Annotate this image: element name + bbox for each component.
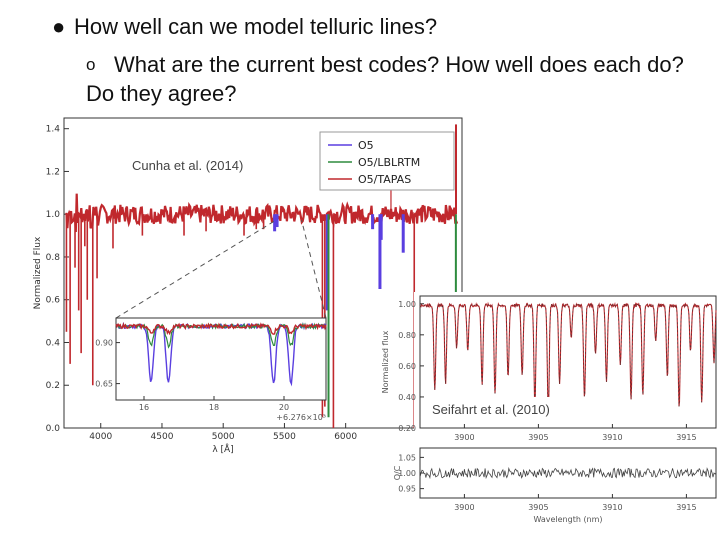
inset-tapas-line	[115, 322, 327, 336]
main-y-tick-label: 1.0	[46, 210, 61, 220]
inset-x-tick-label: 20	[279, 403, 289, 412]
main-y-tick-label: 1.2	[46, 167, 60, 177]
zoom-connector	[115, 219, 277, 319]
main-y-tick-label: 0.0	[46, 424, 61, 434]
inset-lblrtm-line	[115, 322, 327, 349]
o5-tapas-continuum	[65, 193, 459, 233]
main-x-tick-label: 4500	[151, 432, 174, 442]
seifahrt-x-tick-label: 3900	[454, 433, 474, 442]
zoom-connector	[301, 220, 327, 319]
bullet-2: o What are the current best codes? How we…	[86, 50, 686, 108]
main-x-tick-label: 4000	[89, 432, 112, 442]
bullet-1: ● How well can we model telluric lines?	[52, 14, 437, 40]
seifahrt-y-tick-label: 0.40	[398, 393, 416, 402]
main-y-tick-label: 0.2	[46, 381, 60, 391]
residual-x-tick-label: 3905	[528, 503, 548, 512]
main-x-tick-label: 6000	[334, 432, 357, 442]
inset-x-tick-label: 18	[209, 403, 219, 412]
seifahrt-observed-spectrum	[419, 302, 717, 413]
inset-y-tick-label: 0.90	[95, 339, 113, 348]
main-legend-box	[319, 131, 455, 191]
seifahrt-y-tick-label: 0.20	[398, 424, 416, 433]
seifahrt-x-tick-label: 3905	[528, 433, 548, 442]
residual-y-tick-label: 0.95	[398, 485, 416, 494]
main-y-axis-label: Normalized Flux	[33, 236, 43, 309]
inset-x-tick-label: 16	[139, 403, 149, 412]
main-plot-frame	[63, 117, 463, 429]
residual-x-tick-label: 3900	[454, 503, 474, 512]
bullet-1-marker: ●	[52, 14, 66, 39]
seifahrt-annotation: Seifahrt et al. (2010)	[432, 402, 550, 417]
slide-bullets: ● How well can we model telluric lines? o…	[0, 0, 720, 112]
seifahrt-model-spectrum	[419, 301, 717, 413]
inset-y-tick-label: 0.65	[95, 380, 113, 389]
seifahrt-y-tick-label: 1.00	[398, 300, 416, 309]
seifahrt-y-axis-label: Normalized flux	[381, 330, 390, 393]
main-y-tick-label: 0.8	[46, 253, 61, 263]
seifahrt-y-tick-label: 0.60	[398, 362, 416, 371]
main-x-tick-label: 5500	[273, 432, 296, 442]
inset-frame	[115, 317, 327, 401]
inset-x-offset-label: +6.276×10³	[276, 413, 326, 422]
bullet-2-marker: o	[86, 55, 96, 74]
legend-entry: O5/TAPAS	[358, 173, 411, 186]
bullet-2-text: What are the current best codes? How wel…	[86, 52, 684, 106]
inset-o5-line	[115, 321, 327, 387]
residual-x-tick-label: 3915	[676, 503, 696, 512]
main-x-tick-label: 5000	[212, 432, 235, 442]
residual-y-tick-label: 1.00	[398, 469, 416, 478]
residual-x-tick-label: 3910	[602, 503, 622, 512]
seifahrt-y-tick-label: 0.80	[398, 331, 416, 340]
residual-line	[419, 466, 717, 480]
main-x-axis-label: λ [Å]	[212, 443, 233, 455]
cunha-annotation: Cunha et al. (2014)	[132, 158, 243, 173]
main-y-tick-label: 1.4	[46, 125, 61, 135]
seifahrt-x-tick-label: 3910	[602, 433, 622, 442]
residual-y-axis-label: O/C	[393, 465, 402, 480]
seifahrt-x-tick-label: 3915	[676, 433, 696, 442]
seifahrt-annotation-bg	[428, 397, 564, 423]
legend-entry: O5/LBLRTM	[358, 156, 420, 169]
seifahrt-top-frame	[419, 295, 717, 429]
main-y-tick-label: 0.4	[46, 338, 61, 348]
main-y-tick-label: 0.6	[46, 296, 61, 306]
residual-y-tick-label: 1.05	[398, 453, 416, 462]
seifahrt-x-axis-label: Wavelength (nm)	[533, 515, 602, 524]
legend-entry: O5	[358, 139, 374, 152]
seifahrt-figure-bg	[414, 292, 720, 540]
bullet-1-text: How well can we model telluric lines?	[74, 14, 438, 39]
seifahrt-residual-frame	[419, 447, 717, 499]
